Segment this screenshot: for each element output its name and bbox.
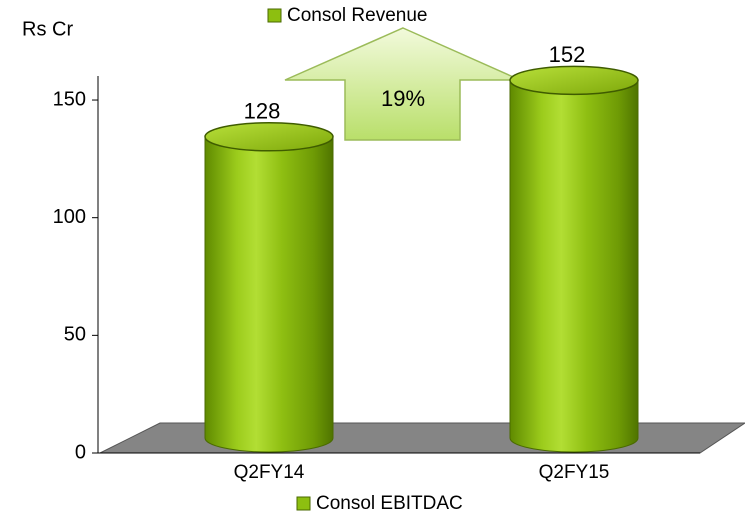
- cylinder-top: [204, 122, 334, 152]
- cylinder-body: [509, 79, 639, 453]
- value-label: 152: [549, 42, 586, 67]
- y-tick-label: 150: [53, 88, 86, 110]
- legend-label: Consol EBITDAC: [316, 493, 463, 514]
- x-tick-label: Q2FY14: [234, 462, 305, 483]
- legend-swatch: [267, 8, 282, 23]
- value-label: 128: [244, 99, 281, 124]
- legend-label: Consol Revenue: [287, 5, 427, 26]
- legend-swatch: [296, 496, 311, 511]
- cylinder-top: [509, 65, 639, 96]
- y-tick-label: 0: [75, 441, 86, 463]
- x-tick-label: Q2FY15: [539, 462, 610, 483]
- y-tick-label: 50: [64, 324, 86, 346]
- y-tick-label: 100: [53, 206, 86, 228]
- growth-label: 19%: [381, 86, 425, 111]
- growth-arrow: [284, 27, 521, 141]
- cylinder-body: [204, 136, 334, 453]
- floor: [99, 422, 745, 454]
- y-axis-label: Rs Cr: [22, 18, 73, 40]
